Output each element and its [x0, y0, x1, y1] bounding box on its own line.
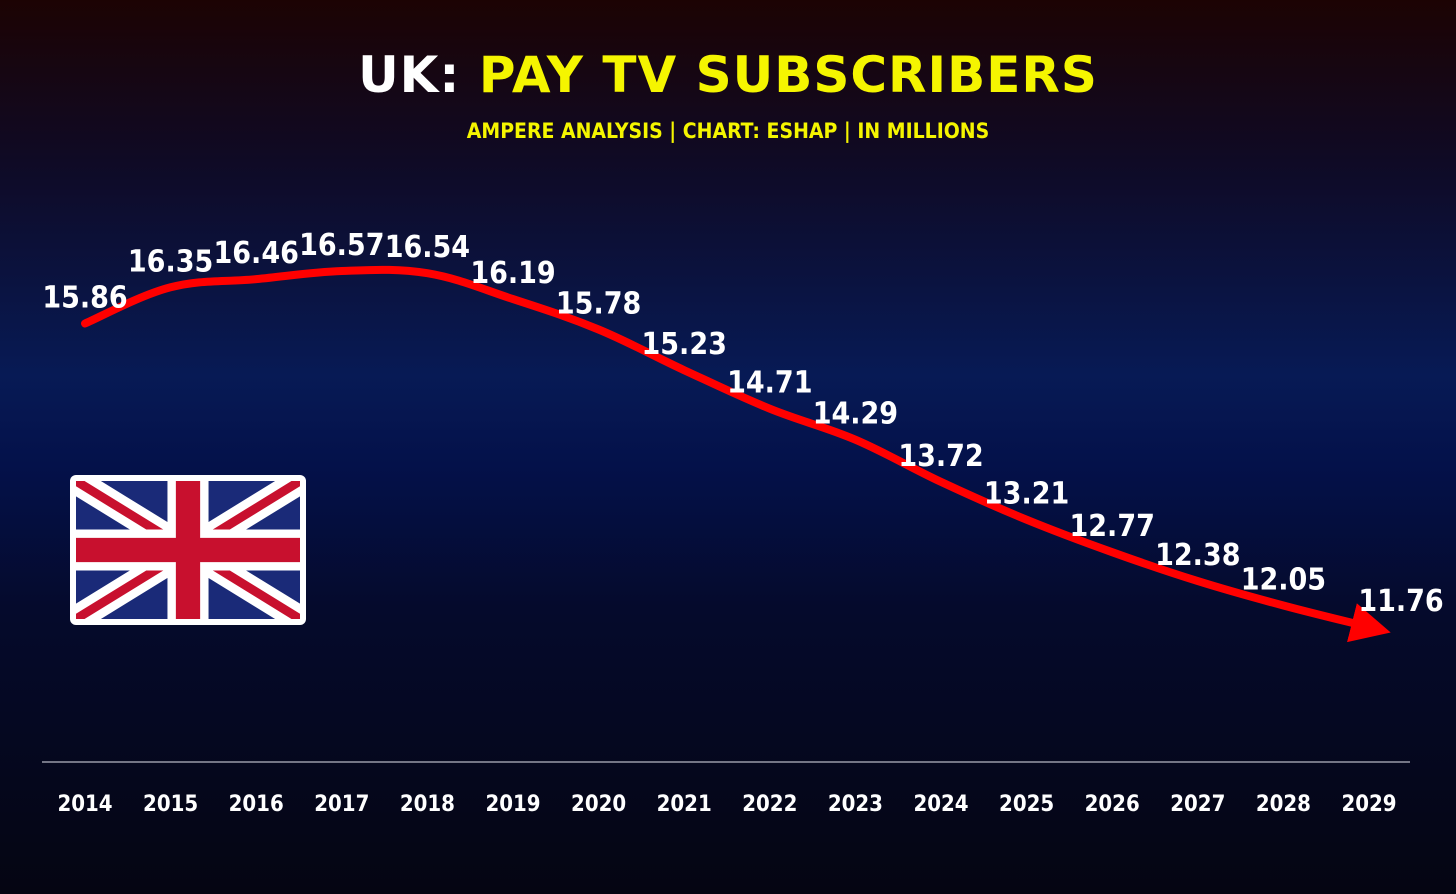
union-jack-icon — [70, 475, 306, 625]
data-label: 16.35 — [128, 244, 213, 279]
data-label: 16.19 — [470, 256, 555, 291]
data-point — [510, 296, 516, 303]
data-label: 14.29 — [813, 397, 898, 432]
x-tick-label: 2026 — [1085, 792, 1140, 817]
data-label: 15.78 — [556, 286, 641, 321]
x-tick-label: 2022 — [742, 792, 797, 817]
data-point — [1109, 549, 1116, 556]
x-tick-label: 2017 — [314, 792, 369, 817]
chart-subtitle: AMPERE ANALYSIS | CHART: ESHAP | IN MILL… — [466, 119, 990, 143]
data-point — [1023, 516, 1030, 523]
x-tick-label: 2024 — [913, 792, 968, 817]
chart-title: UK: PAY TV SUBSCRIBERS — [0, 40, 1456, 110]
data-label: 16.46 — [214, 236, 299, 271]
data-label: 15.23 — [642, 327, 727, 362]
series-line — [81, 265, 1391, 643]
x-tick-label: 2029 — [1341, 792, 1396, 817]
data-point — [938, 478, 944, 485]
data-label: 16.54 — [385, 230, 470, 265]
data-label: 12.05 — [1241, 563, 1326, 598]
data-point — [424, 270, 431, 277]
x-tick-label: 2025 — [999, 792, 1054, 817]
data-point — [1280, 602, 1287, 609]
x-tick-label: 2027 — [1170, 792, 1225, 817]
data-point — [1366, 624, 1372, 630]
data-point — [852, 436, 859, 443]
x-tick-label: 2028 — [1256, 792, 1311, 817]
data-point — [766, 405, 773, 412]
data-point — [82, 320, 88, 327]
x-tick-label: 2016 — [229, 792, 284, 817]
data-point — [681, 367, 688, 374]
x-tick-label: 2023 — [828, 792, 883, 817]
x-tick-label: 2018 — [400, 792, 455, 817]
data-label: 13.21 — [984, 477, 1069, 512]
data-label: 16.57 — [299, 228, 384, 263]
data-label: 12.38 — [1155, 538, 1240, 573]
x-tick-label: 2015 — [143, 792, 198, 817]
data-point — [338, 268, 345, 274]
data-label: 14.71 — [727, 366, 812, 401]
data-point — [167, 284, 174, 291]
data-point — [1194, 578, 1201, 585]
data-point — [595, 326, 602, 333]
data-label: 12.77 — [1070, 509, 1155, 544]
x-tick-label: 2021 — [657, 792, 712, 817]
data-label: 13.72 — [898, 439, 983, 474]
x-tick-label: 2020 — [571, 792, 626, 817]
title-country: UK: — [358, 46, 461, 104]
data-label: 15.86 — [42, 281, 127, 316]
data-point — [253, 276, 260, 283]
data-label: 11.76 — [1358, 584, 1443, 619]
x-tick-label: 2019 — [485, 792, 540, 817]
title-metric: PAY TV SUBSCRIBERS — [478, 46, 1098, 104]
x-tick-label: 2014 — [57, 792, 112, 817]
